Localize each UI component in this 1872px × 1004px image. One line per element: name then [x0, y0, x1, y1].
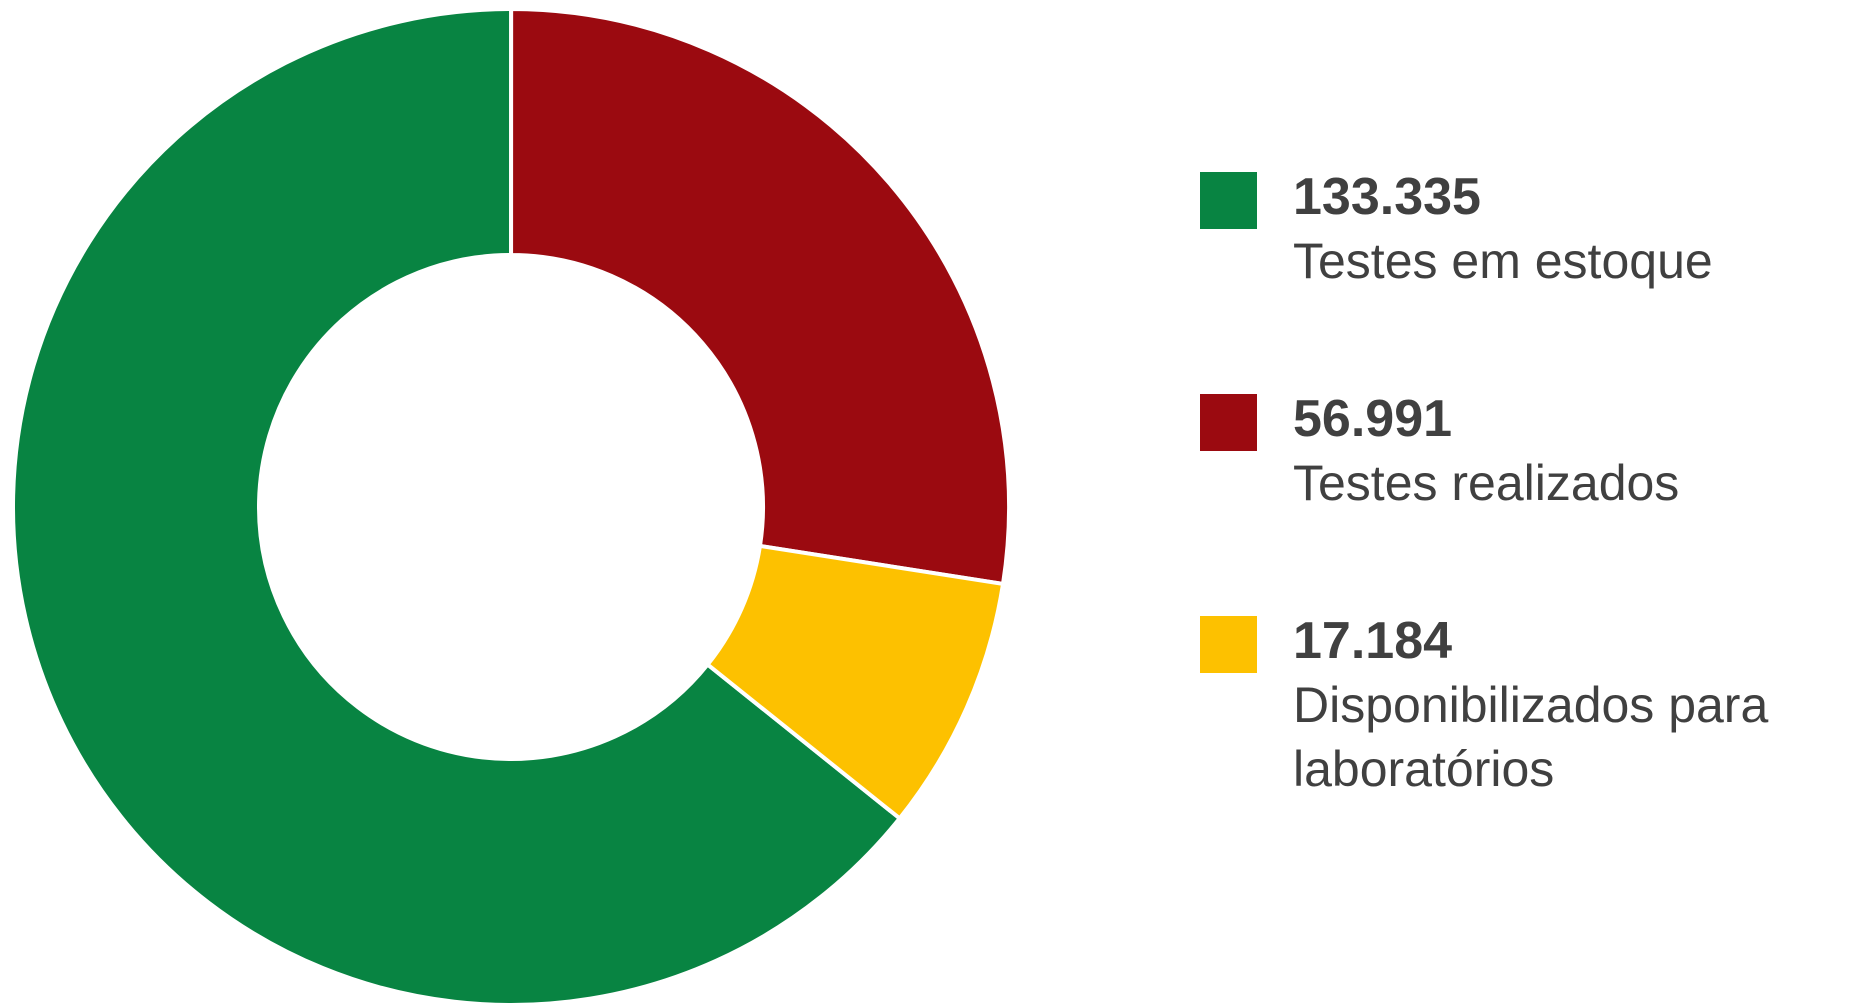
legend-swatch: [1200, 616, 1257, 673]
legend-swatch: [1200, 394, 1257, 451]
legend-swatch: [1200, 172, 1257, 229]
legend-item: 133.335 Testes em estoque: [1200, 165, 1872, 387]
donut-slice: [509, 6, 1011, 587]
legend-item: 56.991 Testes realizados: [1200, 387, 1872, 609]
legend-value: 17.184: [1293, 612, 1453, 670]
legend-label: Testes em estoque: [1293, 233, 1713, 289]
donut-area: [11, 6, 1011, 1004]
legend: 133.335 Testes em estoque 56.991 Testes rea…: [1200, 165, 1872, 831]
legend-label: Disponibilizados para laboratórios: [1293, 677, 1769, 797]
legend-label: Testes realizados: [1293, 455, 1680, 511]
legend-value: 56.991: [1293, 390, 1453, 448]
legend-item: 17.184 Disponibilizados para laboratórios: [1200, 609, 1872, 831]
legend-value: 133.335: [1293, 168, 1481, 226]
donut-slice: [11, 6, 903, 1004]
donut-slice: [704, 543, 1006, 822]
